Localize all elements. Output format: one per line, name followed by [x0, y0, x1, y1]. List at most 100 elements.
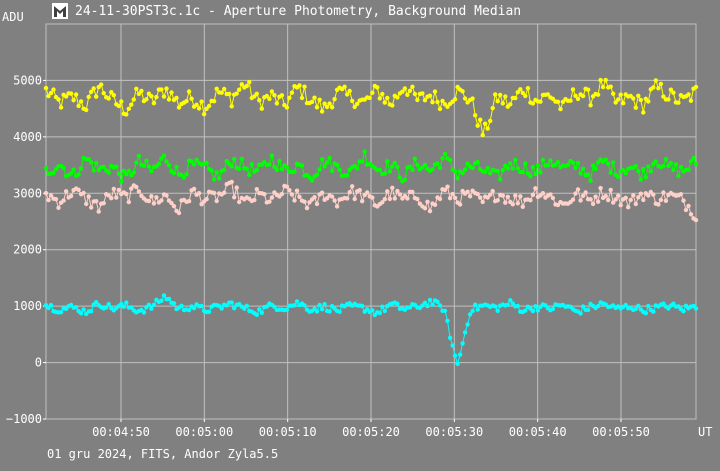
data-point — [217, 176, 222, 181]
data-point — [606, 197, 611, 203]
data-point — [666, 97, 671, 102]
data-point — [86, 94, 91, 100]
data-point — [618, 203, 623, 208]
data-point — [435, 99, 440, 105]
data-point — [445, 184, 450, 189]
data-point — [179, 303, 184, 308]
data-point — [297, 194, 302, 199]
data-point — [535, 308, 541, 313]
data-point — [164, 86, 169, 91]
data-point — [136, 189, 142, 194]
data-point — [114, 164, 119, 169]
data-point — [355, 101, 360, 107]
data-point — [495, 168, 500, 174]
x-tick-label: 00:05:10 — [259, 425, 317, 439]
data-point — [500, 193, 505, 198]
data-point — [407, 305, 413, 310]
data-point — [462, 167, 468, 172]
data-point — [613, 100, 618, 105]
data-point — [322, 164, 327, 169]
data-point — [445, 104, 450, 110]
data-point — [410, 189, 415, 195]
data-point — [666, 163, 671, 169]
data-point — [159, 156, 164, 161]
data-point — [71, 98, 76, 103]
data-point — [234, 91, 239, 96]
data-point — [166, 97, 172, 102]
data-point — [377, 310, 382, 316]
data-point — [334, 162, 340, 168]
data-point — [345, 92, 350, 97]
data-point — [78, 311, 84, 316]
x-tick-label: 00:05:40 — [509, 425, 567, 439]
data-point — [643, 175, 648, 180]
data-point — [232, 306, 237, 311]
data-point — [154, 94, 159, 100]
data-point — [327, 155, 332, 161]
data-point — [274, 101, 280, 106]
data-point — [442, 151, 448, 157]
data-point — [81, 307, 86, 312]
data-point — [590, 163, 596, 168]
data-point — [254, 167, 259, 173]
data-point — [555, 202, 561, 208]
data-point — [681, 198, 686, 203]
data-point — [164, 193, 169, 198]
data-point — [224, 303, 229, 308]
data-point — [598, 185, 603, 191]
data-point — [186, 199, 192, 204]
data-point — [380, 91, 385, 97]
data-point — [573, 165, 578, 171]
data-point — [528, 198, 533, 203]
data-point — [633, 105, 638, 110]
data-point — [121, 304, 127, 309]
title-bar: 24-11-30PST3c.1c - Aperture Photometry, … — [0, 0, 720, 24]
data-point — [272, 93, 277, 98]
data-point — [570, 87, 576, 92]
data-point — [304, 205, 310, 211]
data-point — [628, 197, 633, 203]
data-point — [465, 161, 470, 166]
data-point — [565, 162, 571, 168]
data-point — [661, 94, 666, 99]
data-point — [646, 303, 651, 309]
data-point — [533, 304, 538, 309]
data-point — [106, 193, 111, 198]
data-point — [533, 186, 538, 191]
data-point — [377, 167, 382, 173]
data-point — [204, 106, 209, 112]
data-point — [46, 305, 51, 311]
data-point — [595, 92, 601, 97]
data-point — [219, 90, 224, 95]
data-point — [237, 166, 242, 172]
data-point — [608, 187, 613, 193]
data-point — [603, 157, 608, 162]
data-point — [269, 89, 275, 94]
data-point — [407, 88, 413, 94]
y-tick-label: 3000 — [13, 186, 42, 200]
data-point — [382, 171, 387, 176]
data-point — [106, 96, 111, 101]
data-point — [382, 308, 387, 314]
data-point — [259, 106, 264, 111]
data-point — [176, 210, 182, 216]
app-logo-icon[interactable] — [52, 3, 68, 19]
data-point — [575, 160, 581, 166]
data-point — [370, 308, 375, 313]
data-point — [189, 159, 194, 164]
data-point — [302, 84, 307, 89]
data-point — [360, 159, 365, 164]
data-point — [58, 310, 64, 315]
data-point — [575, 187, 581, 192]
data-point — [385, 189, 390, 194]
data-point — [272, 304, 277, 309]
data-point — [48, 302, 54, 308]
data-point — [661, 163, 666, 169]
data-point — [322, 302, 327, 307]
data-point — [540, 157, 546, 163]
data-point — [382, 197, 387, 202]
data-point — [462, 96, 468, 101]
data-point — [194, 157, 199, 162]
data-point — [467, 194, 473, 199]
data-point — [633, 201, 638, 207]
